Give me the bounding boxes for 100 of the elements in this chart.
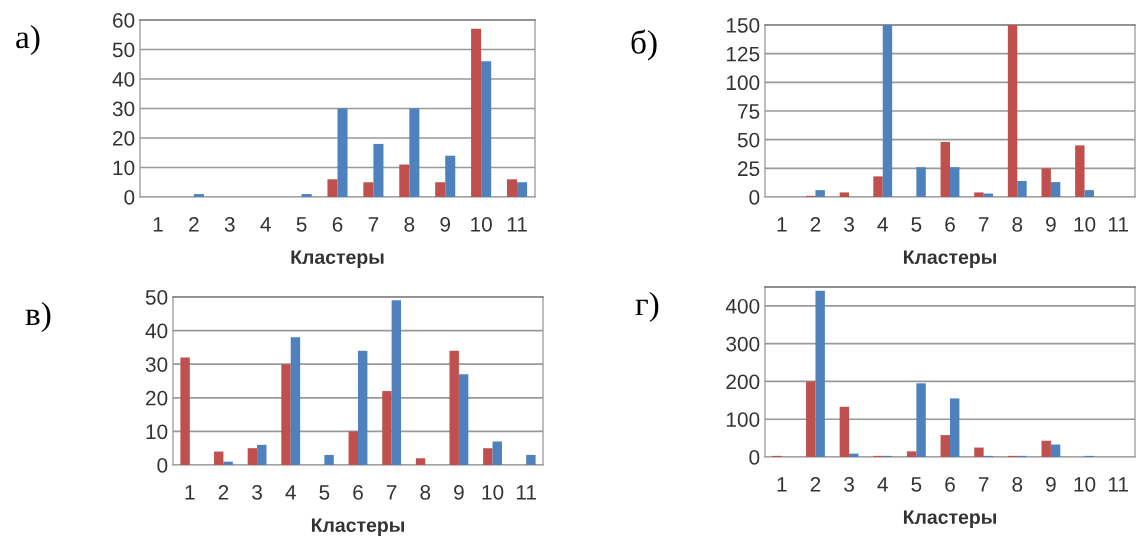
x-tick-label: 4 <box>877 477 888 492</box>
x-tick-label: 5 <box>911 477 922 492</box>
x-tick-label: 9 <box>1046 216 1056 232</box>
chart-title: б) <box>631 29 657 61</box>
bar <box>1084 190 1094 197</box>
bar <box>1017 180 1027 197</box>
y-tick-label: 20 <box>113 131 135 146</box>
y-tick-label: 150 <box>726 18 760 33</box>
x-tick-label: 2 <box>810 476 821 492</box>
bar <box>940 435 950 457</box>
bar <box>506 179 518 197</box>
x-tick-label: 9 <box>454 484 464 500</box>
bar <box>180 357 190 465</box>
x-tick-label: 7 <box>978 217 989 232</box>
x-tick-label: 6 <box>945 216 955 232</box>
bar <box>193 194 204 197</box>
y-tick-label: 10 <box>146 424 168 440</box>
bar <box>327 179 338 197</box>
bar <box>481 61 492 197</box>
bar <box>290 337 301 465</box>
x-tick-label: 1 <box>185 485 195 500</box>
x-tick-label: 8 <box>1012 476 1023 492</box>
y-tick-label: 10 <box>113 160 135 176</box>
x-axis-title: Кластеры <box>291 250 384 268</box>
bar <box>415 458 426 465</box>
y-tick-label: 30 <box>112 101 135 117</box>
x-tick-label: 1 <box>777 477 787 492</box>
bar <box>483 448 493 465</box>
chart-title: г) <box>635 291 659 323</box>
x-tick-label: 11 <box>516 485 536 500</box>
y-tick-label: 40 <box>145 323 168 339</box>
bar <box>337 108 348 197</box>
bar <box>1075 145 1085 197</box>
x-tick-label: 3 <box>844 216 854 232</box>
y-tick-label: 0 <box>157 458 168 473</box>
bar <box>1050 444 1061 457</box>
bar <box>526 454 536 465</box>
x-tick-label: 6 <box>945 476 955 492</box>
y-tick-label: 400 <box>725 298 760 314</box>
bar <box>373 143 384 197</box>
x-tick-label: 3 <box>224 216 235 232</box>
bar <box>458 374 469 465</box>
bar <box>849 453 859 457</box>
x-tick-label: 4 <box>877 217 888 232</box>
bar <box>324 454 334 465</box>
bar <box>1050 182 1061 197</box>
y-tick-label: 300 <box>726 336 760 352</box>
bar <box>916 383 926 457</box>
x-tick-label: 4 <box>285 485 296 500</box>
bar <box>940 141 950 197</box>
x-tick-label: 11 <box>1108 477 1128 492</box>
bar <box>806 381 816 457</box>
bar <box>281 364 291 465</box>
x-tick-label: 4 <box>260 217 271 232</box>
x-tick-label: 2 <box>189 216 199 232</box>
x-tick-label: 9 <box>1046 476 1056 492</box>
y-tick-label: 0 <box>749 190 760 205</box>
x-tick-label: 7 <box>368 217 379 232</box>
y-tick-label: 200 <box>726 374 760 390</box>
bar <box>916 167 926 197</box>
x-tick-label: 1 <box>153 217 163 232</box>
y-tick-label: 40 <box>112 72 135 87</box>
x-tick-label: 9 <box>440 216 451 232</box>
x-tick-label: 5 <box>296 217 307 232</box>
bar <box>974 192 984 197</box>
y-tick-label: 125 <box>726 46 760 62</box>
x-axis-title: Кластеры <box>903 250 996 268</box>
x-tick-label: 8 <box>1012 216 1023 232</box>
bar <box>363 182 374 197</box>
bar <box>950 167 960 197</box>
bar <box>1041 440 1051 457</box>
bar <box>839 192 850 197</box>
bar <box>1007 25 1018 197</box>
bar <box>906 451 917 457</box>
bar <box>839 406 850 457</box>
bar <box>214 451 224 465</box>
bar <box>223 461 233 465</box>
y-tick-label: 0 <box>124 190 135 205</box>
x-tick-label: 1 <box>777 217 787 232</box>
x-tick-label: 7 <box>978 477 989 492</box>
y-tick-label: 50 <box>145 290 168 305</box>
x-axis-title: Кластеры <box>311 518 404 536</box>
x-tick-label: 10 <box>471 216 492 232</box>
bar <box>873 176 883 197</box>
bar <box>399 164 410 197</box>
bar <box>815 190 825 197</box>
x-tick-label: 7 <box>386 485 397 500</box>
x-tick-label: 3 <box>844 476 854 492</box>
bar <box>247 448 258 465</box>
y-tick-label: 100 <box>726 75 760 91</box>
x-tick-label: 2 <box>218 484 229 500</box>
bar <box>1041 168 1051 197</box>
bar <box>409 108 420 197</box>
bar <box>492 441 502 465</box>
chart-title: в) <box>25 301 51 333</box>
y-tick-label: 20 <box>146 390 168 406</box>
bar <box>301 194 312 197</box>
chart-title: а) <box>16 24 40 56</box>
x-tick-label: 8 <box>404 216 415 232</box>
x-tick-label: 6 <box>353 484 363 500</box>
